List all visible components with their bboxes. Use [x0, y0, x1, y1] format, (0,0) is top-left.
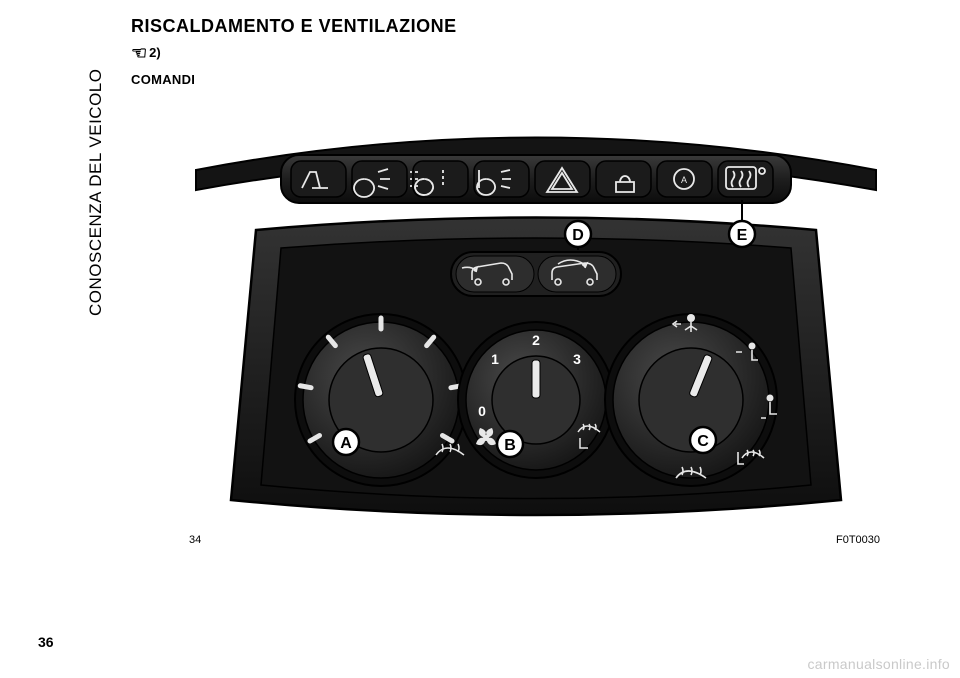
page-number: 36: [38, 634, 54, 650]
hand-icon: ☜: [131, 43, 147, 63]
figure-code: F0T0030: [836, 534, 880, 546]
dial-distribution: [605, 314, 777, 486]
dial-fan: 0 1 2 3: [458, 322, 614, 478]
manual-page: CONOSCENZA DEL VEICOLO RISCALDAMENTO E V…: [36, 0, 926, 660]
callout-c: C: [697, 433, 709, 450]
svg-text:A: A: [681, 175, 687, 185]
callout-e: E: [737, 227, 748, 244]
page-title: RISCALDAMENTO E VENTILAZIONE: [131, 16, 941, 37]
svg-text:0: 0: [478, 403, 486, 419]
section-tab-label: CONOSCENZA DEL VEICOLO: [86, 16, 112, 316]
climate-controls-diagram: A: [186, 100, 886, 530]
button-strip: A: [281, 155, 791, 203]
figure-34: A: [186, 100, 886, 530]
dial-temperature: [295, 314, 467, 486]
hand-ref: ☜2): [131, 43, 941, 64]
svg-text:1: 1: [491, 351, 499, 367]
content-area: RISCALDAMENTO E VENTILAZIONE ☜2) COMANDI: [131, 16, 941, 87]
callout-b: B: [504, 437, 516, 454]
watermark: carmanualsonline.info: [808, 656, 951, 672]
svg-text:3: 3: [573, 351, 581, 367]
svg-text:2: 2: [532, 332, 540, 348]
subheading: COMANDI: [131, 72, 941, 87]
figure-number: 34: [189, 534, 201, 546]
callout-a: A: [340, 435, 352, 452]
hand-ref-number: 2): [149, 45, 161, 60]
callout-d: D: [572, 227, 584, 244]
recirc-rocker: [451, 252, 621, 296]
